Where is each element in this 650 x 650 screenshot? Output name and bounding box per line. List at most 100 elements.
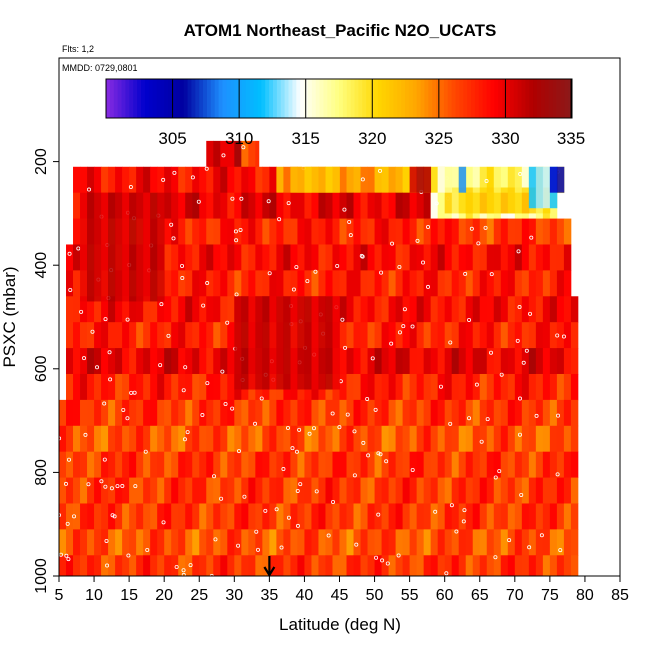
heatmap-cell: [157, 555, 165, 577]
heatmap-cell: [66, 296, 74, 323]
heatmap-cell: [157, 399, 165, 427]
heatmap-cell: [311, 218, 319, 245]
heatmap-cell: [255, 555, 263, 577]
heatmap-cell: [73, 373, 81, 401]
heatmap-cell: [528, 373, 537, 401]
sample-marker: [529, 235, 534, 240]
colorbar-swatch: [540, 79, 546, 118]
heatmap-cell: [66, 451, 74, 478]
colorbar-swatch: [172, 79, 177, 118]
heatmap-cell: [500, 503, 509, 530]
colorbar-swatch: [288, 79, 293, 118]
heatmap-cell: [255, 399, 263, 427]
heatmap-cell: [276, 529, 284, 556]
heatmap-cell: [570, 555, 579, 577]
sample-marker: [449, 503, 454, 508]
heatmap-hotspot: [507, 192, 516, 214]
sample-marker: [234, 292, 239, 297]
heatmap-hotspot: [276, 296, 284, 390]
heatmap-cell: [514, 296, 523, 323]
heatmap-cell: [374, 166, 382, 194]
heatmap-cell: [521, 399, 530, 427]
heatmap-cell: [283, 399, 291, 427]
heatmap-cell: [367, 555, 375, 577]
sample-marker: [180, 276, 185, 281]
colorbar-swatch: [478, 79, 484, 118]
heatmap-cell: [430, 399, 439, 427]
heatmap-cell: [87, 399, 95, 427]
heatmap-cell: [395, 503, 404, 530]
sample-marker: [277, 217, 282, 222]
colorbar-swatch: [339, 79, 344, 118]
heatmap-cell: [297, 270, 305, 297]
sample-marker: [95, 365, 100, 370]
heatmap-hotspot: [255, 296, 263, 390]
heatmap-cell: [115, 296, 123, 323]
heatmap-cell: [164, 192, 172, 219]
heatmap-cell: [535, 296, 544, 323]
heatmap-cell: [549, 296, 558, 323]
heatmap-layer: [73, 166, 277, 194]
heatmap-cell: [528, 244, 537, 271]
heatmap-cell: [563, 373, 572, 401]
colorbar-swatch: [249, 79, 255, 118]
heatmap-cell: [290, 270, 298, 297]
heatmap-cell: [80, 477, 88, 504]
heatmap-cell: [556, 348, 565, 375]
sample-marker: [463, 271, 468, 276]
heatmap-cell: [514, 270, 523, 297]
heatmap-cell: [437, 244, 446, 271]
heatmap-cell: [248, 399, 256, 427]
heatmap-cell: [73, 425, 81, 453]
heatmap-cell: [185, 451, 193, 478]
heatmap-cell: [374, 270, 382, 297]
sample-marker: [220, 369, 225, 374]
heatmap-cell: [472, 399, 481, 427]
heatmap-cell: [423, 529, 432, 556]
heatmap-cell: [283, 192, 291, 219]
heatmap-cell: [458, 451, 467, 478]
heatmap-cell: [465, 296, 474, 323]
sample-marker: [238, 227, 243, 232]
heatmap-cell: [486, 322, 495, 349]
heatmap-cell: [227, 348, 235, 375]
sample-marker: [376, 512, 381, 517]
heatmap-cell: [164, 503, 172, 530]
heatmap-cell: [360, 425, 368, 453]
sample-marker: [352, 429, 357, 434]
heatmap-hotspot: [542, 166, 551, 209]
heatmap-cell: [227, 529, 235, 556]
sample-marker: [83, 432, 88, 437]
heatmap-hotspot: [101, 192, 109, 302]
colorbar-swatch: [350, 79, 356, 118]
heatmap-cell: [472, 218, 481, 245]
heatmap-cell: [318, 425, 326, 453]
heatmap-cell: [178, 503, 186, 530]
sample-marker: [205, 281, 210, 286]
heatmap-cell: [129, 529, 137, 556]
heatmap-cell: [150, 503, 158, 530]
heatmap-cell: [521, 322, 530, 349]
heatmap-layer: [59, 529, 579, 556]
heatmap-cell: [374, 399, 382, 427]
heatmap-hotspot: [283, 296, 291, 390]
heatmap-cell: [395, 425, 404, 453]
sample-marker: [479, 439, 484, 444]
heatmap-cell: [129, 322, 137, 349]
sample-marker: [374, 555, 379, 560]
heatmap-cell: [66, 555, 74, 577]
heatmap-cell: [395, 555, 404, 577]
heatmap-cell: [374, 348, 382, 375]
heatmap-cell: [451, 348, 460, 375]
heatmap-cell: [164, 529, 172, 556]
heatmap-cell: [108, 348, 116, 375]
heatmap-cell: [129, 296, 137, 323]
heatmap-cell: [66, 270, 74, 297]
heatmap-cell: [570, 399, 579, 427]
heatmap-cell: [570, 425, 579, 453]
heatmap-cell: [374, 322, 382, 349]
heatmap-cell: [213, 140, 221, 168]
heatmap-cell: [458, 399, 467, 427]
x-tick-label: 35: [260, 587, 278, 604]
heatmap-cell: [423, 348, 432, 375]
